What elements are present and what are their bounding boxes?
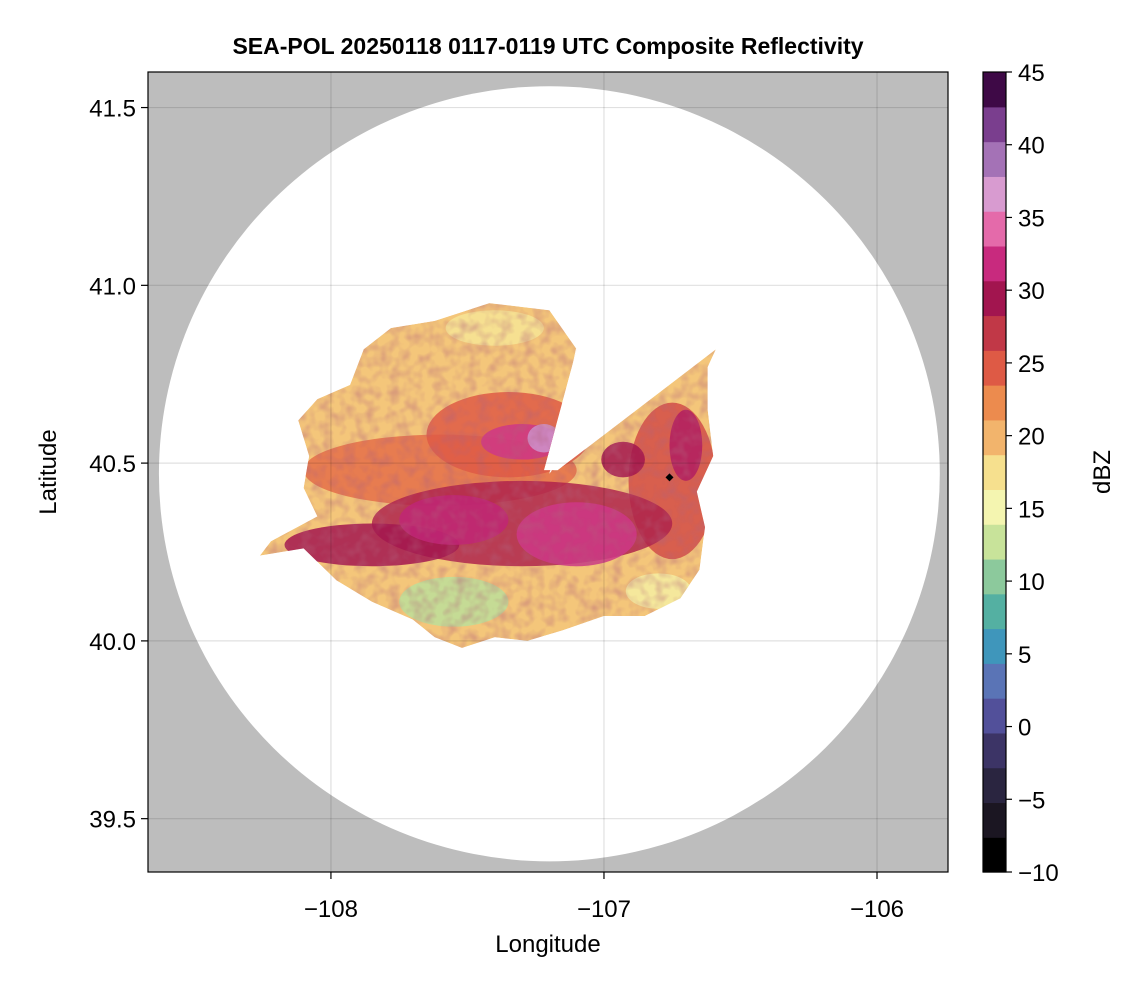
colorbar-segment (983, 454, 1006, 490)
colorbar-segment (983, 419, 1006, 456)
colorbar-segment (983, 315, 1006, 351)
colorbar-tick-label: 40 (1018, 133, 1045, 160)
colorbar-segment (983, 72, 1006, 108)
plot-frame (147, 71, 949, 873)
colorbar-segment (983, 593, 1006, 630)
colorbar: −10 −5 0 5 10 15 20 25 30 35 40 45 dBZ (982, 60, 1116, 887)
chart-title: SEA-POL 20250118 0117-0119 UTC Composite… (232, 33, 864, 59)
x-tick-label: −107 (577, 896, 631, 923)
colorbar-tick-label: 45 (1018, 60, 1045, 87)
axes: −108 −107 −106 39.5 40.0 40.5 41.0 41.5 Longitud… (35, 71, 949, 958)
colorbar-segment (983, 802, 1006, 838)
colorbar-segment (983, 558, 1006, 595)
colorbar-segment (983, 489, 1006, 525)
y-tick-label: 40.0 (89, 629, 136, 656)
y-tick-label: 41.5 (89, 96, 136, 123)
plot-area (148, 72, 948, 872)
y-tick-label: 41.0 (89, 273, 136, 300)
colorbar-tick-label: −5 (1018, 787, 1045, 814)
colorbar-frame (982, 71, 1007, 873)
colorbar-segment (983, 106, 1006, 143)
colorbar-tick-label: 0 (1018, 715, 1031, 742)
colorbar-segment (983, 141, 1006, 177)
colorbar-segment (983, 767, 1006, 804)
colorbar-tick-label: 25 (1018, 351, 1045, 378)
colorbar-segment (983, 628, 1006, 664)
y-tick-label: 40.5 (89, 451, 136, 478)
colorbar-segment (983, 698, 1006, 734)
x-tick-label: −106 (850, 896, 904, 923)
colorbar-segment (983, 176, 1006, 212)
colorbar-segment (983, 280, 1006, 317)
colorbar-segment (983, 350, 1006, 386)
y-axis-label: Latitude (35, 429, 62, 514)
colorbar-tick-label: 5 (1018, 642, 1031, 669)
colorbar-segment (983, 837, 1006, 873)
x-axis-label: Longitude (495, 931, 600, 958)
x-tick-label: −108 (304, 896, 358, 923)
y-tick-label: 39.5 (89, 807, 136, 834)
colorbar-segment (983, 211, 1006, 247)
colorbar-segment (983, 385, 1006, 421)
colorbar-tick-label: 10 (1018, 569, 1045, 596)
colorbar-segment (983, 524, 1006, 560)
site-marker (665, 473, 674, 482)
colorbar-tick-label: −10 (1018, 860, 1059, 887)
colorbar-segment (983, 732, 1006, 769)
colorbar-tick-label: 20 (1018, 424, 1045, 451)
colorbar-segment (983, 663, 1006, 699)
colorbar-tick-label: 35 (1018, 205, 1045, 232)
colorbar-segment (983, 245, 1006, 282)
colorbar-label: dBZ (1089, 450, 1116, 494)
colorbar-tick-label: 30 (1018, 278, 1045, 305)
colorbar-tick-label: 15 (1018, 496, 1045, 523)
